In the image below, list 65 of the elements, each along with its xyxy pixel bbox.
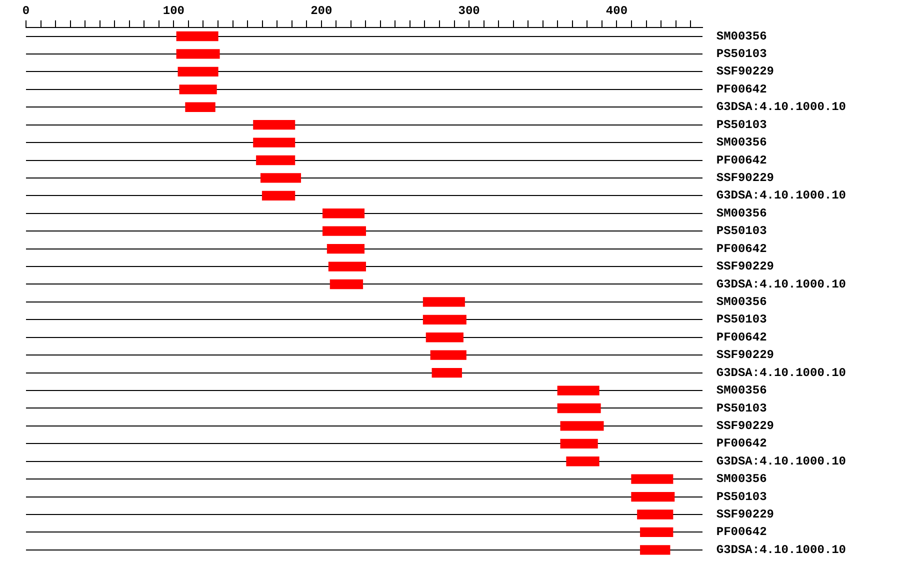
- y-tick-label: SSF90229: [716, 170, 774, 185]
- bar: [422, 297, 465, 307]
- y-tick-label: PF00642: [716, 525, 767, 540]
- y-tick-label: PS50103: [716, 224, 767, 238]
- bar: [557, 403, 601, 414]
- y-tick-label: SSF90229: [716, 64, 774, 79]
- y-tick-label: PS50103: [716, 118, 767, 132]
- y-tick-label: PF00642: [716, 330, 767, 344]
- y-tick-label: SM00356: [716, 29, 767, 44]
- y-tick-label: SM00356: [716, 206, 767, 220]
- bar: [330, 279, 364, 290]
- bar: [322, 226, 366, 236]
- y-tick-label: SSF90229: [716, 418, 774, 433]
- x-tick-label: 400: [606, 4, 628, 18]
- y-tick-label: PS50103: [716, 46, 767, 61]
- bar: [432, 368, 462, 378]
- y-tick-label: G3DSA:4.10.1000.10: [716, 277, 846, 292]
- y-tick-label: SM00356: [716, 136, 767, 150]
- y-tick-label: SSF90229: [716, 260, 774, 274]
- bar: [637, 510, 674, 520]
- bar: [262, 190, 296, 201]
- y-tick-label: SM00356: [716, 294, 767, 309]
- x-tick-label: 0: [22, 4, 30, 18]
- bar: [185, 102, 216, 112]
- y-tick-label: G3DSA:4.10.1000.10: [716, 454, 846, 468]
- y-tick-label: SM00356: [716, 384, 767, 398]
- bar: [560, 438, 598, 448]
- y-tick-label: G3DSA:4.10.1000.10: [716, 366, 846, 380]
- bar: [640, 545, 670, 555]
- bar: [631, 474, 674, 484]
- bar: [322, 208, 365, 218]
- bar: [253, 138, 296, 148]
- x-tick-label: 200: [310, 4, 332, 18]
- bar: [430, 350, 466, 360]
- bar: [256, 155, 296, 166]
- y-tick-label: PF00642: [716, 153, 767, 168]
- bar: [422, 314, 466, 324]
- x-tick-label: 100: [162, 4, 184, 18]
- y-tick-label: PS50103: [716, 401, 767, 416]
- bar: [253, 120, 296, 130]
- bar: [328, 262, 366, 272]
- bar: [426, 332, 464, 342]
- bar: [176, 49, 220, 59]
- y-tick-label: SSF90229: [716, 508, 774, 522]
- y-tick-label: PF00642: [716, 82, 767, 96]
- bar: [566, 456, 600, 466]
- bar: [640, 527, 674, 538]
- bar: [326, 244, 365, 254]
- y-tick-label: PS50103: [716, 312, 767, 327]
- y-tick-label: PF00642: [716, 242, 767, 256]
- y-tick-label: PS50103: [716, 490, 767, 504]
- y-tick-label: G3DSA:4.10.1000.10: [716, 100, 846, 114]
- y-tick-label: G3DSA:4.10.1000.10: [716, 188, 846, 203]
- y-tick-label: SSF90229: [716, 348, 774, 362]
- bar: [179, 84, 217, 94]
- bar: [557, 386, 600, 396]
- bar: [260, 173, 302, 183]
- y-tick-label: SM00356: [716, 472, 767, 486]
- bar: [178, 66, 218, 77]
- y-tick-label: G3DSA:4.10.1000.10: [716, 542, 846, 557]
- bar: [631, 492, 675, 502]
- x-tick-label: 300: [458, 4, 480, 18]
- bar: [176, 31, 218, 42]
- y-tick-label: PF00642: [716, 436, 767, 451]
- bar: [560, 421, 604, 431]
